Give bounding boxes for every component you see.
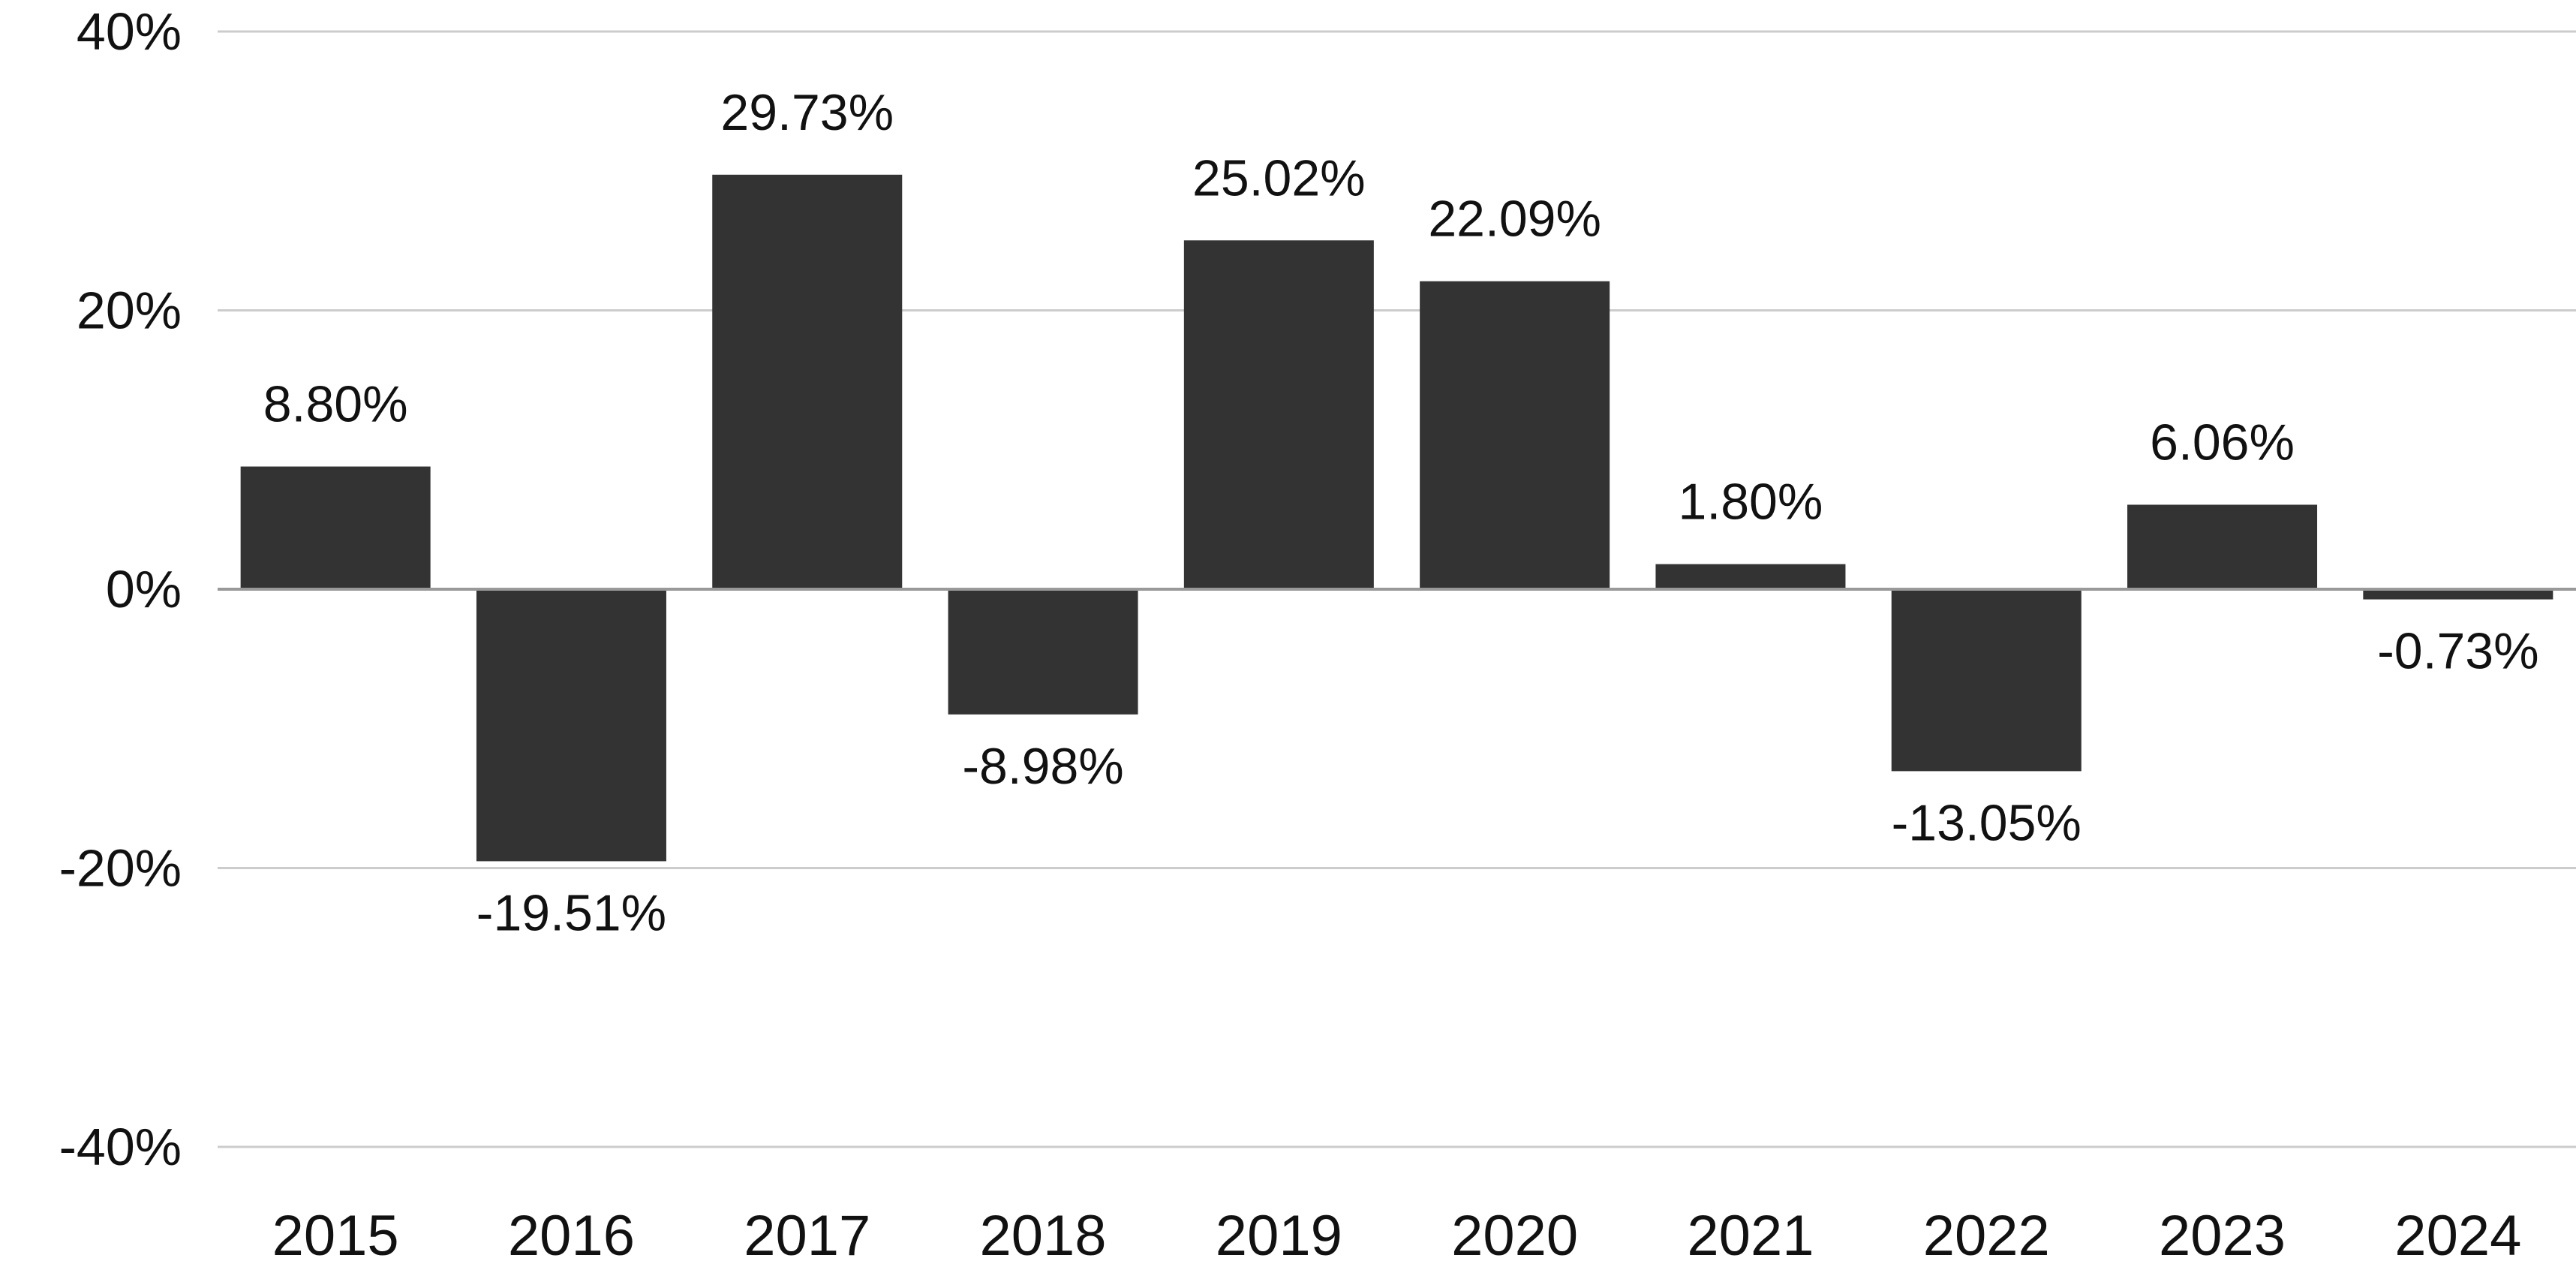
data-label: 8.80% <box>263 376 408 433</box>
x-tick-label: 2016 <box>508 1204 635 1268</box>
x-tick-label: 2022 <box>1923 1204 2050 1268</box>
bar <box>1183 240 1374 589</box>
data-label: -8.98% <box>962 738 1123 795</box>
x-tick-label: 2021 <box>1687 1204 1814 1268</box>
y-tick-label: 20% <box>77 281 182 340</box>
data-label: 29.73% <box>720 84 894 141</box>
y-tick-label: -40% <box>59 1118 182 1176</box>
data-label: -19.51% <box>476 884 666 941</box>
x-tick-label: 2020 <box>1451 1204 1578 1268</box>
x-tick-label: 2017 <box>744 1204 870 1268</box>
bar <box>476 589 666 862</box>
bar <box>240 466 431 589</box>
x-tick-label: 2018 <box>980 1204 1107 1268</box>
data-label: 6.06% <box>2150 414 2295 471</box>
bar <box>1420 281 1610 589</box>
data-label: -13.05% <box>1892 794 2082 851</box>
x-tick-label: 2023 <box>2159 1204 2286 1268</box>
x-tick-label: 2019 <box>1216 1204 1342 1268</box>
x-tick-label: 2024 <box>2394 1204 2521 1268</box>
y-tick-label: -20% <box>59 839 182 898</box>
data-label: 1.80% <box>1679 474 1823 531</box>
data-label: 22.09% <box>1428 191 1601 248</box>
y-tick-label: 0% <box>106 560 182 618</box>
bar <box>2127 504 2318 589</box>
data-label: -0.73% <box>2377 623 2538 680</box>
x-tick-label: 2015 <box>272 1204 399 1268</box>
data-label: 25.02% <box>1192 149 1366 206</box>
bar <box>1891 589 2082 772</box>
bar <box>948 589 1138 715</box>
y-tick-label: 40% <box>77 2 182 61</box>
bar <box>712 174 903 589</box>
bar <box>2363 589 2553 600</box>
bar <box>1655 564 1846 589</box>
